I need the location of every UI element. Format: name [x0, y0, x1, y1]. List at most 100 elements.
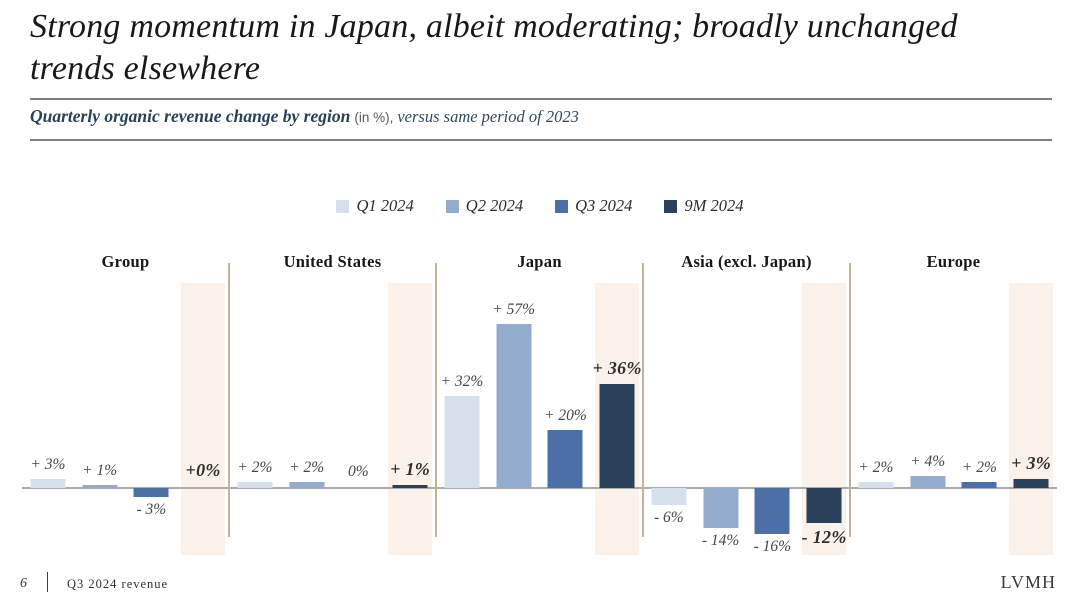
region-header-asia-excl-japan-: Asia (excl. Japan) [681, 252, 812, 271]
bar-q1-2024 [237, 482, 273, 488]
legend-label: Q1 2024 [356, 196, 414, 215]
bar-slot: +0% [177, 283, 229, 555]
region-header-europe: Europe [926, 252, 981, 271]
legend-item-9m-2024: 9M 2024 [664, 196, 744, 216]
region-group-europe: + 2% + 4% + 2% + 3% [850, 283, 1057, 555]
region-separator-line [228, 263, 230, 537]
bar-slot: + 2% [281, 283, 333, 555]
subtitle-comparison: versus same period of 2023 [397, 107, 579, 126]
bar-value-label: - 3% [136, 501, 167, 518]
bar-slot: + 3% [22, 283, 74, 555]
legend-swatch-icon [555, 199, 569, 213]
region-separator-line [642, 263, 644, 537]
region-group-united-states: + 2% + 2% 0% + 1% [229, 283, 436, 555]
plot-area: + 3% + 1% - 3% +0% + 2% + 2% 0% + 1% + 32% + 57% +… [22, 283, 1057, 555]
bar-slot: + 20% [540, 283, 592, 555]
bar-slot: + 1% [74, 283, 126, 555]
legend-item-q1-2024: Q1 2024 [336, 196, 414, 216]
bar-value-label: - 14% [701, 532, 740, 549]
bar-value-label: + 3% [1011, 453, 1052, 473]
bar-slot: + 36% [591, 283, 643, 555]
chart-legend: Q1 2024 Q2 2024 Q3 2024 9M 2024 [0, 196, 1080, 216]
bar-q2-2024 [703, 488, 739, 528]
bar-q3-2024 [961, 482, 997, 488]
subtitle-unit: (in %), [354, 110, 394, 125]
bar-q2-2024 [910, 476, 946, 488]
bar-slot: - 6% [643, 283, 695, 555]
bar-value-label: + 32% [440, 373, 484, 390]
bar-9m-2024 [392, 485, 428, 488]
legend-label: 9M 2024 [684, 196, 744, 215]
bar-9m-2024 [1013, 479, 1049, 488]
chart-subtitle: Quarterly organic revenue change by regi… [30, 106, 1040, 127]
bar-value-label: - 12% [801, 527, 847, 547]
bar-value-label: - 16% [753, 538, 792, 555]
bar-q1-2024 [30, 479, 66, 488]
bar-q2-2024 [496, 324, 532, 488]
page-number: 6 [20, 576, 27, 591]
lvmh-logo: LVMH [1000, 572, 1056, 592]
regions-container: + 3% + 1% - 3% +0% + 2% + 2% 0% + 1% + 32% + 57% +… [22, 283, 1057, 555]
bar-value-label: + 57% [492, 301, 535, 318]
bar-value-label: + 2% [289, 459, 325, 476]
bar-slot: + 4% [902, 283, 954, 555]
bar-q2-2024 [289, 482, 325, 488]
bar-value-label: +0% [185, 460, 221, 480]
legend-label: Q3 2024 [575, 196, 633, 215]
legend-item-q2-2024: Q2 2024 [445, 196, 524, 216]
legend-item-q3-2024: Q3 2024 [555, 196, 632, 216]
region-separator-line [435, 263, 437, 537]
bar-slot: + 1% [384, 283, 436, 555]
highlight-band [1009, 283, 1054, 555]
top-divider-line [30, 98, 1052, 100]
bar-slot: - 14% [695, 283, 747, 555]
region-group-group: + 3% + 1% - 3% +0% [22, 283, 229, 555]
bar-value-label: + 2% [237, 459, 273, 476]
slide-footer: 6 Q3 2024 revenue LVMH [0, 562, 1080, 604]
bar-slot: + 2% [954, 283, 1006, 555]
bar-slot: - 3% [126, 283, 178, 555]
region-header-group: Group [101, 252, 150, 271]
legend-swatch-icon [336, 199, 350, 213]
bar-slot: - 16% [747, 283, 799, 555]
bar-value-label: + 1% [390, 459, 431, 479]
bar-value-label: + 3% [30, 456, 66, 473]
legend-swatch-icon [445, 199, 459, 213]
bar-q1-2024 [858, 482, 894, 488]
bar-q1-2024 [444, 396, 480, 488]
bar-9m-2024 [599, 384, 635, 488]
bar-slot: + 3% [1005, 283, 1057, 555]
bar-value-label: + 1% [82, 462, 118, 479]
region-group-japan: + 32% + 57% + 20% + 36% [436, 283, 643, 555]
bar-value-label: + 2% [858, 459, 894, 476]
bar-value-label: + 2% [961, 459, 997, 476]
bar-q1-2024 [651, 488, 687, 505]
legend-swatch-icon [664, 199, 678, 213]
bar-value-label: + 36% [592, 358, 642, 378]
bar-slot: 0% [333, 283, 385, 555]
bar-value-label: 0% [348, 463, 369, 480]
bar-q3-2024 [754, 488, 790, 534]
bar-slot: + 32% [436, 283, 488, 555]
region-headers: Group United States Japan Asia (excl. Japan… [22, 252, 1057, 283]
bar-value-label: + 20% [544, 407, 587, 424]
zero-axis-line [22, 487, 1057, 489]
legend-label: Q2 2024 [465, 196, 524, 215]
highlight-band [181, 283, 226, 555]
region-group-asia-excl-japan-: - 6% - 14% - 16% - 12% [643, 283, 850, 555]
bar-value-label: - 6% [654, 509, 684, 526]
footer-label: Q3 2024 revenue [67, 577, 169, 591]
bar-slot: + 2% [229, 283, 281, 555]
region-header-united-states: United States [283, 252, 382, 271]
bar-9m-2024 [806, 488, 842, 523]
bar-q3-2024 [547, 430, 583, 488]
footer-divider [47, 572, 48, 592]
slide-title: Strong momentum in Japan, albeit moderat… [30, 8, 958, 87]
bar-slot: + 2% [850, 283, 902, 555]
highlight-band [388, 283, 433, 555]
region-separator-line [849, 263, 851, 537]
bar-chart: Group United States Japan Asia (excl. Japan… [22, 252, 1057, 555]
bar-value-label: + 4% [910, 453, 946, 470]
subtitle-divider-line [30, 139, 1052, 141]
subtitle-main: Quarterly organic revenue change by regi… [30, 106, 351, 126]
